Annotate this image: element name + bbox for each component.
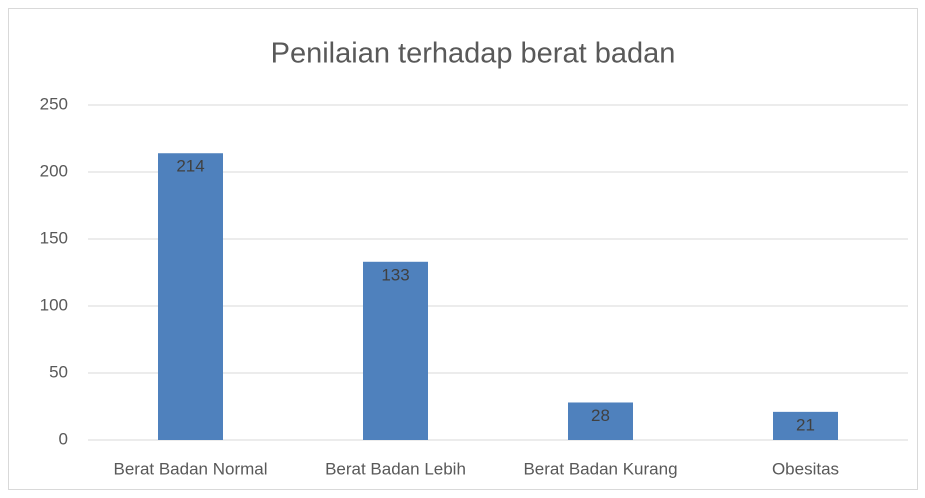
y-tick-label: 250 (40, 94, 68, 113)
x-tick-label: Berat Badan Kurang (523, 459, 677, 478)
y-tick-label: 50 (49, 362, 68, 381)
chart-title: Penilaian terhadap berat badan (271, 38, 676, 70)
x-tick-label: Berat Badan Lebih (325, 459, 466, 478)
bar (363, 261, 428, 440)
data-label: 28 (591, 406, 610, 425)
bar (158, 153, 223, 441)
data-label: 214 (176, 157, 204, 176)
y-tick-label: 150 (40, 228, 68, 247)
y-tick-label: 100 (40, 295, 68, 314)
x-tick-label: Berat Badan Normal (113, 459, 267, 478)
bar (568, 402, 633, 440)
y-tick-label: 0 (59, 429, 68, 448)
bar (773, 411, 838, 440)
data-label: 133 (381, 265, 409, 284)
y-tick-label: 200 (40, 161, 68, 180)
x-tick-label: Obesitas (772, 459, 839, 478)
data-label: 21 (796, 415, 815, 434)
